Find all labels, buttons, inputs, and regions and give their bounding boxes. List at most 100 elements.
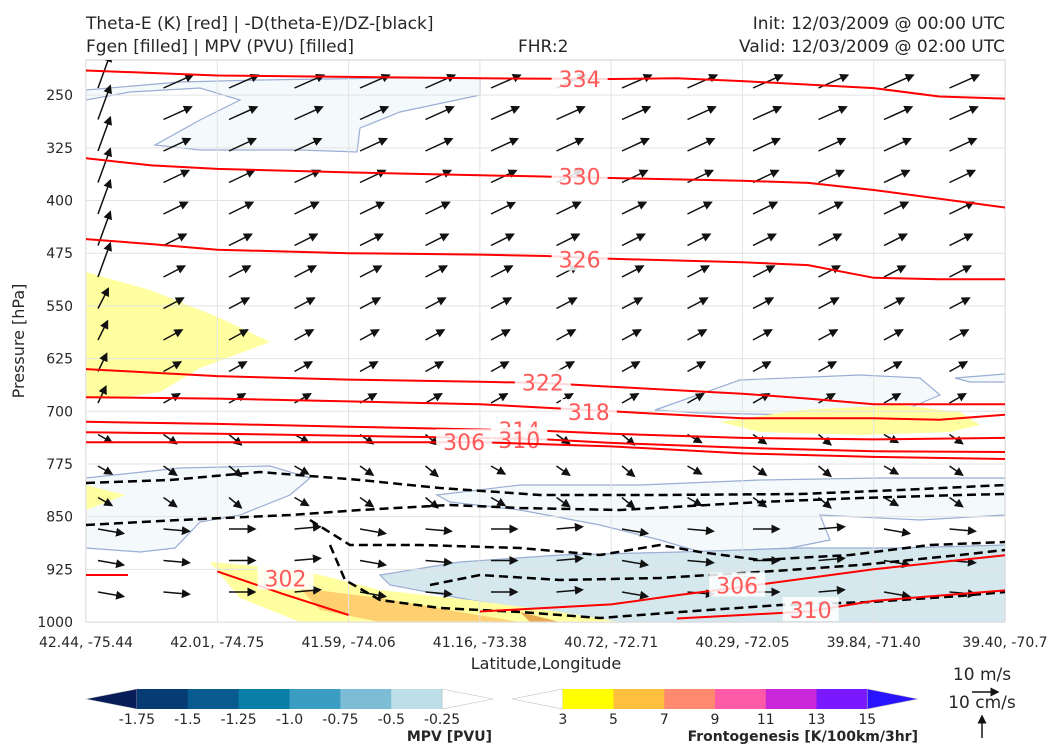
wind-vector (883, 496, 900, 507)
gridlines (86, 60, 1005, 622)
wind-vector (818, 585, 846, 595)
wind-vector (621, 74, 653, 89)
x-tick-label: 42.01, -74.75 (170, 635, 264, 651)
wind-vector (294, 201, 320, 215)
wind-vector (425, 297, 447, 310)
wind-vector (752, 137, 781, 152)
contour-label-bg (551, 163, 608, 188)
fgen-colorbar: 3 5 7 9 11 13 15 (511, 688, 919, 728)
wind-vector (883, 465, 900, 475)
wind-vector (621, 137, 650, 152)
y-tick-label: 475 (46, 246, 73, 262)
y-tick-label: 400 (46, 194, 73, 210)
wind-vector (228, 105, 259, 121)
wind-vector (1015, 202, 1039, 214)
wind-vector (97, 147, 112, 183)
wind-vector (1015, 466, 1027, 476)
wind-vector (621, 297, 644, 310)
wind-vector (818, 554, 846, 564)
theta-e-contour-label: 334 (559, 68, 601, 93)
colorbar-extend (441, 688, 494, 710)
wind-vector (228, 169, 256, 184)
colorbar-swatch (340, 689, 392, 709)
quiver-key-vertical-label: 10 cm/s (948, 693, 1016, 713)
wind-vector (687, 74, 719, 89)
wind-vector (687, 496, 703, 507)
y-tick-label: 700 (46, 404, 73, 420)
colorbar-swatch (816, 689, 868, 709)
colorbar-tick-label: -1.75 (119, 712, 155, 728)
wind-vector (556, 233, 581, 247)
wind-vector (556, 433, 571, 445)
contour-label-bg (782, 597, 839, 622)
colorbar-tick-label: -0.5 (378, 712, 405, 728)
wind-vector (359, 590, 388, 600)
quiver-key: 10 m/s 10 cm/s (948, 665, 1016, 738)
wind-vector (949, 526, 977, 536)
wind-vector (883, 74, 915, 89)
x-tick-label: 41.59, -74.06 (302, 635, 396, 651)
wind-vector (97, 590, 126, 600)
wind-vector (163, 465, 178, 477)
theta-e-contour-line (216, 570, 349, 616)
wind-vector (97, 527, 126, 537)
wind-vector (621, 105, 652, 121)
wind-vector (163, 74, 195, 89)
wind-vector (949, 233, 974, 247)
wind-vector (228, 329, 249, 341)
wind-vector (359, 559, 388, 569)
wind-vector (687, 233, 712, 247)
init-time: Init: 12/03/2009 @ 00:00 UTC (752, 14, 1005, 34)
wind-vector (556, 297, 578, 310)
wind-vector (97, 433, 114, 444)
wind-vector (228, 361, 248, 373)
contour-label-bg (551, 246, 608, 271)
wind-vector (163, 105, 193, 121)
wind-vector (687, 526, 715, 536)
wind-vector (687, 297, 709, 310)
wind-vector (294, 105, 324, 121)
theta-e-contour-label: 322 (522, 371, 564, 396)
wind-vector (1015, 234, 1038, 245)
wind-vector (490, 265, 514, 278)
theta-e-contour-label: 330 (559, 166, 601, 191)
wind-vector (1015, 435, 1027, 445)
contour-label-bg (514, 369, 571, 394)
wind-vector (228, 496, 243, 509)
wind-vector (818, 329, 839, 341)
wind-vector (425, 361, 445, 373)
colorbar-tick-label: 3 (558, 712, 567, 728)
wind-vector (359, 137, 388, 152)
wind-vector (621, 169, 649, 184)
wind-vector (621, 465, 636, 478)
colorbar-tick-label: -1.25 (220, 712, 256, 728)
y-tick-label: 775 (46, 457, 73, 473)
wind-vector (818, 465, 832, 478)
wind-vector (883, 105, 914, 121)
wind-vector (228, 265, 252, 278)
theta-e-contour-label: 310 (790, 599, 832, 624)
colorbar-extend (511, 688, 564, 710)
wind-vector (752, 297, 775, 310)
wind-vector (294, 329, 315, 341)
wind-vector (294, 522, 322, 532)
wind-vector (949, 265, 973, 278)
wind-vector (359, 527, 388, 537)
wind-vector (490, 105, 521, 121)
wind-vector (490, 201, 517, 215)
y-tick-label: 925 (46, 562, 73, 578)
wind-vector (752, 201, 779, 215)
wind-vector (425, 526, 453, 536)
x-tick-label: 39.84, -71.40 (827, 635, 921, 651)
wind-vector (883, 201, 910, 215)
wind-vector (294, 297, 316, 310)
wind-vector (556, 585, 584, 595)
wind-vector (883, 297, 906, 310)
wind-vector (294, 361, 314, 373)
wind-vector (1015, 266, 1036, 277)
contour-label-bg (436, 429, 493, 454)
wind-vector (621, 201, 648, 215)
wind-vector (425, 201, 451, 215)
wind-vector (621, 233, 646, 247)
x-tick-label: 41.16, -73.38 (433, 635, 527, 651)
